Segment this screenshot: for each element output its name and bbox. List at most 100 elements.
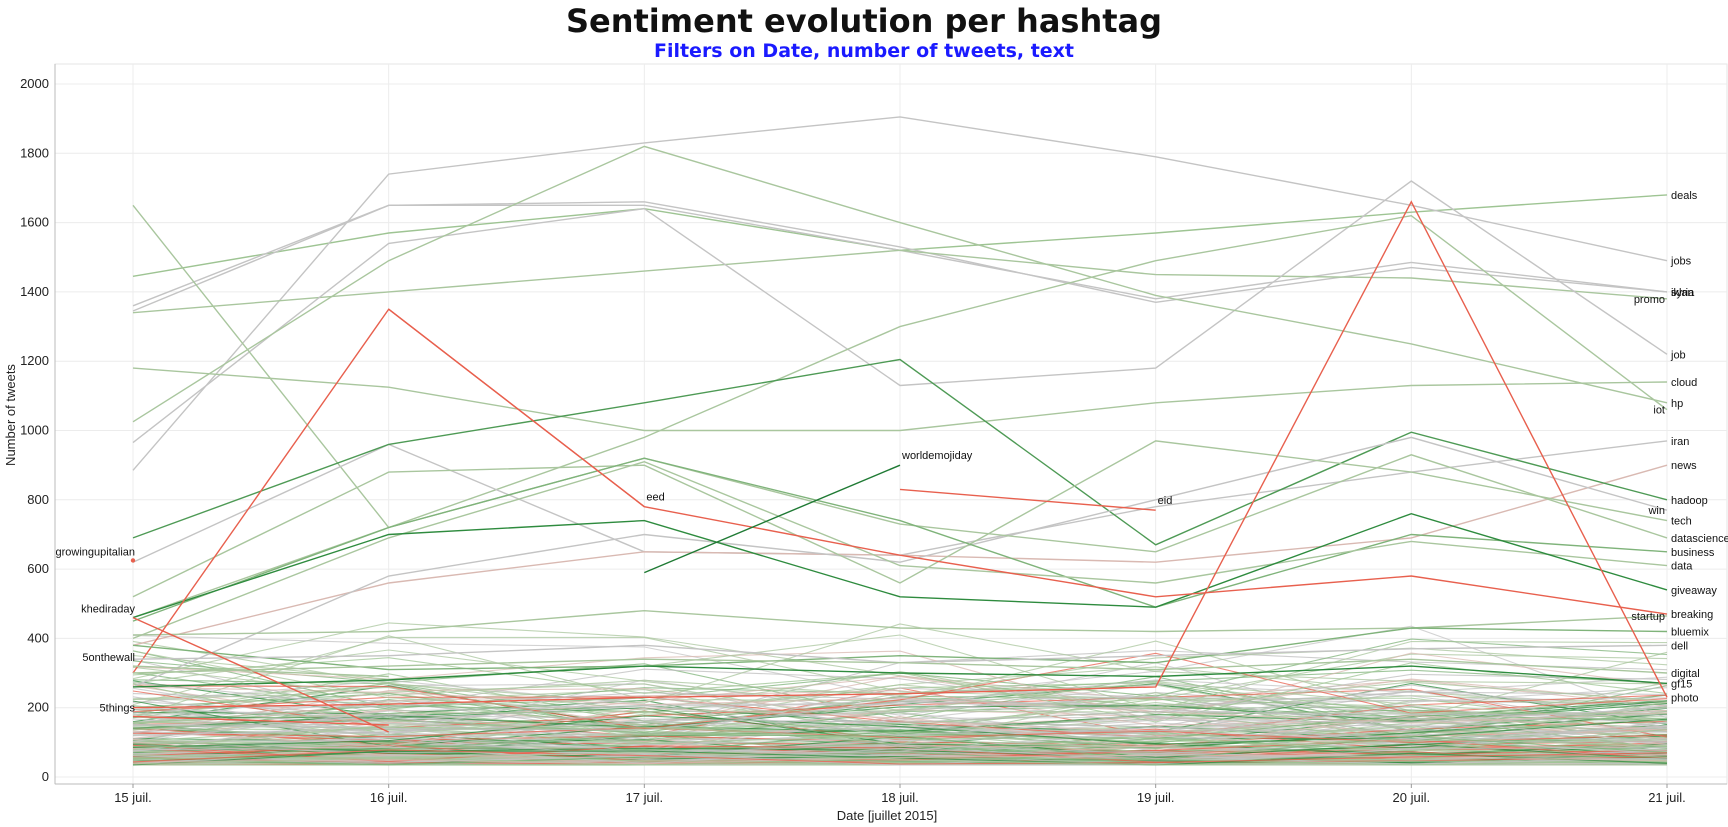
series-line-background — [132, 636, 1668, 706]
series-label-hadoop: hadoop — [1671, 495, 1708, 507]
y-tick-label: 400 — [27, 630, 49, 645]
series-label-business: business — [1671, 547, 1715, 559]
series-label-bluemix: bluemix — [1671, 626, 1709, 638]
series-label-syria: syria — [1671, 287, 1695, 299]
series-line-background — [132, 727, 1668, 743]
series-line-tech — [132, 440, 1668, 598]
series-line-gf15 — [132, 665, 1668, 688]
series-line-background — [132, 751, 1667, 766]
series-label-startup: startup — [1631, 611, 1665, 623]
series-label-hp: hp — [1671, 398, 1683, 410]
series-label-iran: iran — [1671, 436, 1689, 448]
series-line-eed — [388, 308, 645, 508]
series-line-promo — [132, 249, 1668, 314]
x-tick-label: 21 juil. — [1648, 790, 1686, 805]
series-label-eed: eed — [646, 492, 664, 504]
series-label-deals: deals — [1671, 190, 1698, 202]
series-line-job — [132, 180, 1668, 444]
series-line-background — [132, 715, 1668, 749]
chart-title: Sentiment evolution per hashtag — [565, 2, 1163, 40]
tick-labels: 0 200 400 600 800 1000 1200 1400 1600 1800 2000 15 … — [20, 76, 1686, 805]
series-line-5things — [132, 715, 389, 726]
series-label-growingupitalian: growingupitalian — [56, 546, 136, 558]
series-line-bluemix — [132, 627, 1668, 671]
series-line-data — [132, 460, 1668, 640]
series-label-data: data — [1671, 561, 1693, 573]
series-line-background — [132, 688, 1668, 740]
series-line-hp — [132, 145, 1668, 423]
series-label-win: win — [1647, 505, 1665, 517]
series-line-eid — [899, 488, 1156, 511]
series-line-iklan — [132, 201, 1668, 307]
series-label-digital: digital — [1671, 668, 1700, 680]
y-tick-label: 1600 — [20, 215, 49, 230]
series-line-background — [132, 714, 1668, 739]
x-tick-label: 17 juil. — [626, 790, 664, 805]
series-label-giveaway: giveaway — [1671, 585, 1717, 597]
series-line-hadoop — [132, 358, 1668, 546]
series-line-digital — [132, 658, 1668, 674]
x-tick-label: 19 juil. — [1137, 790, 1175, 805]
series-line-background — [132, 687, 1668, 739]
series-label-cloud: cloud — [1671, 377, 1697, 389]
series-line-background — [132, 686, 1668, 724]
series-line-background — [132, 623, 1668, 704]
series-line-background — [132, 649, 1668, 722]
y-tick-label: 1000 — [20, 423, 49, 438]
series-label-gf15: gf15 — [1671, 678, 1692, 690]
series-label-dell: dell — [1671, 640, 1688, 652]
series-label-datascience: datascience — [1671, 533, 1728, 545]
y-tick-label: 2000 — [20, 76, 49, 91]
series-line-background — [132, 705, 1668, 743]
series-label-job: job — [1670, 349, 1686, 361]
y-tick-label: 800 — [27, 492, 49, 507]
series-label-breaking: breaking — [1671, 609, 1713, 621]
series-line-background — [132, 754, 1668, 766]
series-line-background — [132, 707, 1668, 748]
x-tick-label: 20 juil. — [1393, 790, 1431, 805]
series-label-khediraday: khediraday — [81, 604, 135, 616]
series-label-iot: iot — [1653, 405, 1665, 417]
series-label-5things: 5things — [100, 702, 136, 714]
series-label-jobs: jobs — [1670, 256, 1692, 268]
series-label-promo: promo — [1634, 294, 1665, 306]
series-line-jobs — [132, 116, 1668, 471]
series-label-eid: eid — [1158, 495, 1173, 507]
series-line-giveaway — [132, 512, 1668, 619]
y-tick-label: 1800 — [20, 145, 49, 160]
x-tick-label: 18 juil. — [881, 790, 919, 805]
series-line-background — [132, 625, 1668, 719]
y-tick-label: 1200 — [20, 353, 49, 368]
series-line-background — [132, 691, 1668, 709]
x-tick-label: 16 juil. — [370, 790, 408, 805]
series-line-background — [132, 650, 1668, 714]
x-tick-label: 15 juil. — [114, 790, 152, 805]
series-line-5onthewall — [132, 665, 389, 678]
series-line-background — [132, 730, 1668, 758]
series-line-background — [132, 721, 1668, 755]
axes — [54, 64, 1727, 788]
series-lines — [132, 116, 1668, 733]
series-line-background — [132, 715, 1668, 754]
series-label-5onthewall: 5onthewall — [82, 652, 135, 664]
y-tick-label: 0 — [42, 769, 49, 784]
series-line-background — [132, 710, 1668, 734]
series-line-background — [132, 749, 1668, 765]
series-point-growingupitalian — [130, 558, 136, 563]
series-label-tech: tech — [1671, 516, 1692, 528]
series-line-khediraday — [132, 616, 389, 733]
series-label-news: news — [1671, 460, 1697, 472]
series-label-worldemojiday: worldemojiday — [901, 450, 973, 462]
y-tick-label: 200 — [27, 700, 49, 715]
series-line-background — [132, 746, 1668, 766]
y-axis-label: Number of tweets — [3, 364, 18, 466]
series-line-cloud — [132, 367, 1668, 432]
series-label-photo: photo — [1671, 692, 1699, 704]
series-line-worldemojiday — [644, 464, 901, 574]
y-tick-label: 1400 — [20, 284, 49, 299]
series-line-photo — [132, 200, 1668, 709]
series-line-win — [132, 436, 1668, 688]
